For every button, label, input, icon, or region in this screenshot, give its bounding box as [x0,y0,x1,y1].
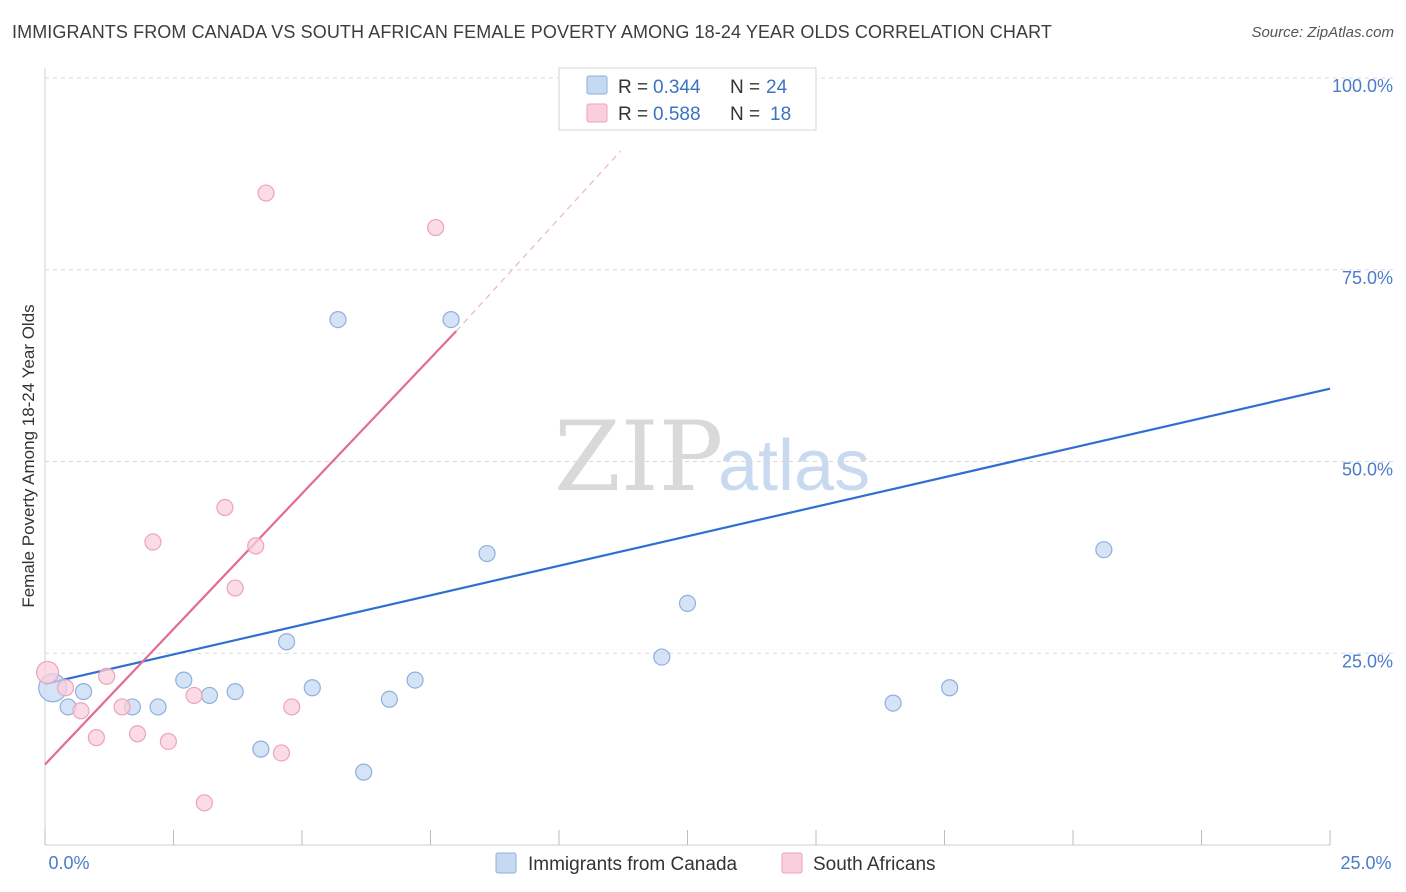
canada-point-15 [442,311,460,329]
canada-point-8 [252,740,270,758]
legend: R = 0.344 N = 24 R = 0.588 N = 18 [558,67,817,131]
canada-point-6 [200,686,219,705]
south-africans-point-16 [283,698,301,716]
south-africans-point-10 [195,794,213,812]
south-africans-point-9 [185,686,203,705]
south-africans-point-0 [35,660,60,685]
canada-point-16 [478,544,496,563]
canada-trend-line [44,387,1331,686]
canada-point-9 [277,633,296,651]
canada-point-19 [678,594,697,612]
canada-point-12 [355,763,373,781]
legend-n-value-0: 24 [766,77,788,98]
points [35,69,1113,812]
y-axis-title: Female Poverty Among 18-24 Year Olds [19,304,38,607]
canada-point-14 [406,671,424,689]
canada-point-11 [329,311,347,329]
south-africans-point-2 [72,702,90,720]
south-africans-point-3 [87,729,106,747]
legend-swatch-pink [586,103,608,123]
south-africans-point-1 [56,679,75,697]
canada-point-22 [941,679,959,697]
south-africans-point-5 [113,698,131,716]
source-label: Source: ZipAtlas.com [1251,24,1394,41]
canada-point-21 [884,694,902,712]
south-africans-point-6 [128,725,147,743]
legend-n-label-0: N = [730,77,760,98]
legend-r-label-1: R = [618,104,648,125]
canada-point-18 [653,648,671,666]
legend-n-label-1: N = [730,104,760,125]
y-tick-label-3: 100.0% [1332,76,1393,96]
canada-point-13 [380,690,398,708]
legend-r-value-1: 0.588 [653,104,701,125]
legend-n-value-1: 18 [770,104,791,125]
watermark-zip: ZIP [554,401,723,513]
canada-point-2 [74,682,93,701]
south-africans-point-14 [257,184,275,202]
legend-swatch-blue [586,75,608,95]
chart-title: IMMIGRANTS FROM CANADA VS SOUTH AFRICAN … [12,22,1052,42]
y-tick-label-2: 75.0% [1342,268,1393,288]
canada-point-4 [149,698,167,716]
canada-point-23 [1095,541,1113,559]
watermark-atlas: atlas [718,426,870,506]
legend-r-value-0: 0.344 [653,77,701,98]
canada-point-5 [175,671,193,689]
south-africans-point-12 [226,579,244,597]
x-tick-label-1: 25.0% [1340,853,1391,873]
bottom-legend-label-south-africans: South Africans [813,854,936,875]
bottom-legend-swatch-south-africans [781,852,803,874]
bottom-legend-label-canada: Immigrants from Canada [528,854,738,875]
south-africans-point-8 [159,732,177,751]
canada-point-10 [303,679,321,697]
grid [45,77,1393,654]
south-africans-point-7 [144,533,162,551]
south-africans-point-4 [98,667,116,685]
bottom-legend: Immigrants from Canada South Africans [495,852,936,875]
bottom-legend-swatch-canada [495,852,517,874]
south-africans-point-17 [427,218,445,237]
y-tick-label-1: 50.0% [1342,460,1393,480]
south-africans-trend-extension [455,150,622,332]
watermark: ZIP atlas [554,401,870,513]
y-tick-label-0: 25.0% [1342,651,1393,671]
south-africans-point-11 [216,498,234,517]
x-tick-label-0: 0.0% [48,853,89,873]
south-africans-point-15 [272,744,291,762]
legend-r-label-0: R = [618,77,648,98]
canada-point-7 [226,682,244,701]
axes: 25.0% 50.0% 75.0% 100.0% 0.0% 25.0% [44,68,1393,873]
south-africans-point-13 [247,537,265,555]
